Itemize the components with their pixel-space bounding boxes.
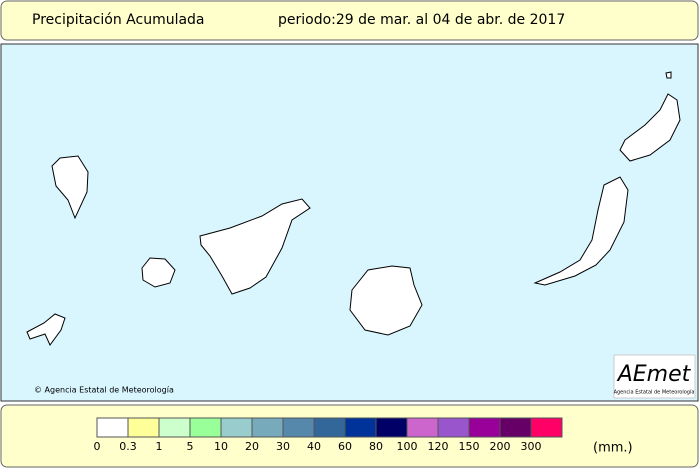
legend-swatch [313, 417, 346, 438]
islands [26, 71, 681, 346]
legend-swatch [499, 417, 532, 438]
legend-swatch [406, 417, 439, 438]
legend-label: 20 [245, 440, 259, 453]
legend-label: 60 [338, 440, 352, 453]
period: periodo:29 de mar. al 04 de abr. de 2017 [278, 12, 565, 28]
legend-swatch [127, 417, 160, 438]
legend-swatch [189, 417, 222, 438]
legend-swatch [251, 417, 284, 438]
legend-swatch [530, 417, 563, 438]
logo-box [613, 354, 696, 399]
legend-label: 300 [521, 440, 542, 453]
legend-swatch [220, 417, 253, 438]
legend-label: 200 [490, 440, 511, 453]
legend-swatch [375, 417, 408, 438]
la-gomera [141, 257, 176, 288]
legend-label: 40 [307, 440, 321, 453]
legend-label: 10 [214, 440, 228, 453]
legend-label: 80 [369, 440, 383, 453]
legend-label: 150 [459, 440, 480, 453]
legend-label: 1 [156, 440, 163, 453]
el-hierro [26, 313, 66, 346]
fuerteventura [533, 176, 629, 286]
gran-canaria [349, 265, 423, 336]
islet [665, 71, 672, 79]
title: Precipitación Acumulada [32, 12, 205, 28]
legend-unit: (mm.) [593, 441, 633, 456]
la-palma [51, 155, 89, 220]
legend-label: 5 [187, 440, 194, 453]
lanzarote [619, 93, 681, 162]
header-box [0, 0, 699, 41]
tenerife [199, 198, 311, 295]
logo-subtitle: Agencia Estatal de Meteorología [614, 389, 695, 396]
legend-label: 100 [397, 440, 418, 453]
legend-label: 30 [276, 440, 290, 453]
legend-swatch [96, 417, 129, 438]
copyright: © Agencia Estatal de Meteorología [34, 386, 174, 395]
legend-swatch [344, 417, 377, 438]
legend-label: 0 [94, 440, 101, 453]
legend-swatch [468, 417, 501, 438]
legend-swatch [437, 417, 470, 438]
legend-swatch [158, 417, 191, 438]
legend: 0 0.3 1 5 10 20 30 40 60 80 100 120 150 200 300 [94, 417, 563, 453]
legend-label: 0.3 [119, 440, 137, 453]
legend-swatch [282, 417, 315, 438]
logo: AEmet [616, 362, 692, 387]
map-area [0, 43, 699, 402]
legend-label: 120 [428, 440, 449, 453]
